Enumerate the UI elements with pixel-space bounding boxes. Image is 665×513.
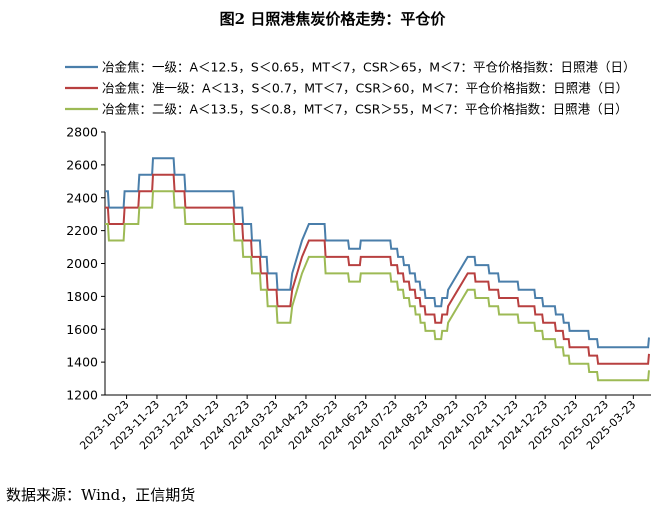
y-tick-label: 2600: [66, 157, 98, 172]
series-line-1: [105, 157, 650, 349]
chart-title: 图2 日照港焦炭价格走势：平仓价: [219, 10, 446, 28]
y-tick-label: 2400: [66, 190, 98, 205]
y-tick-label: 2200: [66, 223, 98, 238]
legend-label-1: 冶金焦：一级：A＜12.5，S＜0.65，MT＜7，CSR＞65，M＜7：平仓价…: [102, 60, 636, 75]
legend-label-3: 冶金焦：二级：A＜13.5，S＜0.8，MT＜7，CSR＞55，M＜7：平仓价格…: [102, 102, 628, 117]
legend: 冶金焦：一级：A＜12.5，S＜0.65，MT＜7，CSR＞65，M＜7：平仓价…: [65, 60, 636, 117]
series-layer: [105, 157, 650, 382]
y-tick-label: 1800: [66, 289, 98, 304]
y-tick-label: 1400: [66, 355, 98, 370]
legend-label-2: 冶金焦：准一级：A＜13，S＜0.7，MT＜7，CSR＞60，M＜7：平仓价格指…: [102, 81, 628, 96]
chart-canvas: 冶金焦：一级：A＜12.5，S＜0.65，MT＜7，CSR＞65，M＜7：平仓价…: [65, 60, 651, 452]
y-tick-label: 1200: [66, 388, 98, 403]
series-line-2: [105, 173, 650, 365]
y-tick-label: 2800: [66, 125, 98, 140]
y-axis: 1200 1400 1600 1800 2000 2200 2400 2600 2800: [66, 125, 106, 403]
source-note: 数据来源：Wind，正信期货: [6, 486, 196, 504]
y-tick-label: 2000: [66, 256, 98, 271]
series-line-3: [105, 190, 650, 382]
y-tick-label: 1600: [66, 322, 98, 337]
x-axis: 2023-10-232023-11-232023-12-232024-01-23…: [77, 394, 651, 452]
